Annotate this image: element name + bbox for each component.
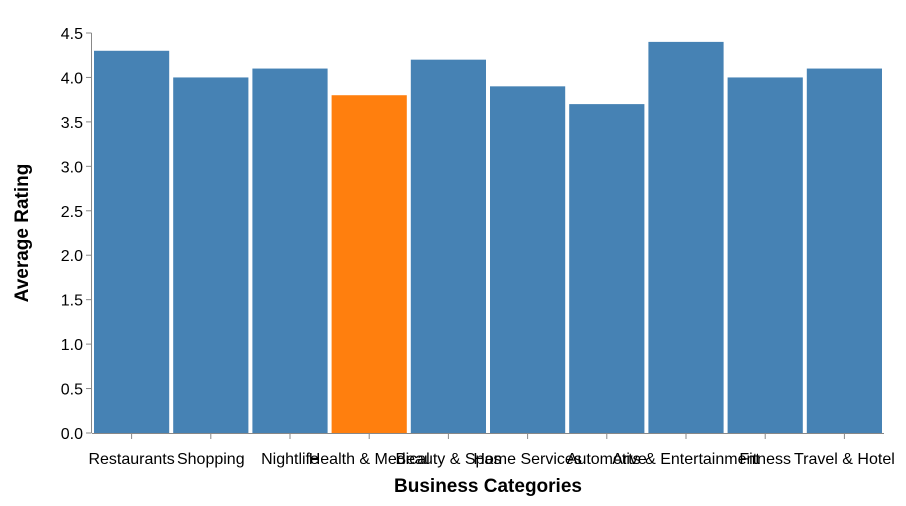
y-tick-label: 1.0 — [61, 337, 83, 354]
x-tick-label: Shopping — [177, 451, 245, 468]
y-tick-label: 3.0 — [61, 159, 83, 176]
bar-shopping — [173, 77, 249, 433]
y-tick-label: 4.5 — [61, 26, 83, 43]
y-tick-label: 3.5 — [61, 115, 83, 132]
x-axis-title: Business Categories — [394, 476, 582, 497]
y-tick-label: 2.5 — [61, 204, 83, 221]
bar-fitness — [727, 77, 803, 433]
bar-nightlife — [252, 68, 328, 434]
bars-group — [94, 41, 882, 434]
x-tick-label: Nightlife — [261, 451, 319, 468]
bar-travel-hotel — [806, 68, 882, 434]
bar-automotive — [569, 104, 645, 433]
bar-beauty-spas — [410, 59, 486, 434]
bar-arts-entertainment — [648, 41, 724, 434]
y-tick-label: 0.0 — [61, 426, 83, 443]
bar-home-services — [490, 86, 566, 433]
x-tick-label: Restaurants — [88, 451, 174, 468]
x-tick-label: Home Services — [473, 451, 581, 468]
y-axis: 0.0 0.5 1.0 1.5 2.0 2.5 3.0 3.5 4.0 4.5 — [61, 26, 92, 443]
y-tick-label: 1.5 — [61, 293, 83, 310]
y-tick-label: 4.0 — [61, 70, 83, 87]
x-tick-label: Arts & Entertainment — [612, 451, 760, 468]
bar-health-medical — [331, 95, 407, 433]
x-tick-label: Travel & Hotel — [794, 451, 895, 468]
x-tick-label: Fitness — [739, 451, 791, 468]
x-tick-label: Health & Medical — [309, 451, 430, 468]
y-axis-title: Average Rating — [12, 164, 33, 303]
y-tick-label: 2.0 — [61, 248, 83, 265]
bar-restaurants — [94, 50, 170, 434]
y-tick-label: 0.5 — [61, 382, 83, 399]
x-tick-label: Automotive — [567, 451, 647, 468]
x-tick-label: Beauty & Spas — [395, 451, 501, 468]
